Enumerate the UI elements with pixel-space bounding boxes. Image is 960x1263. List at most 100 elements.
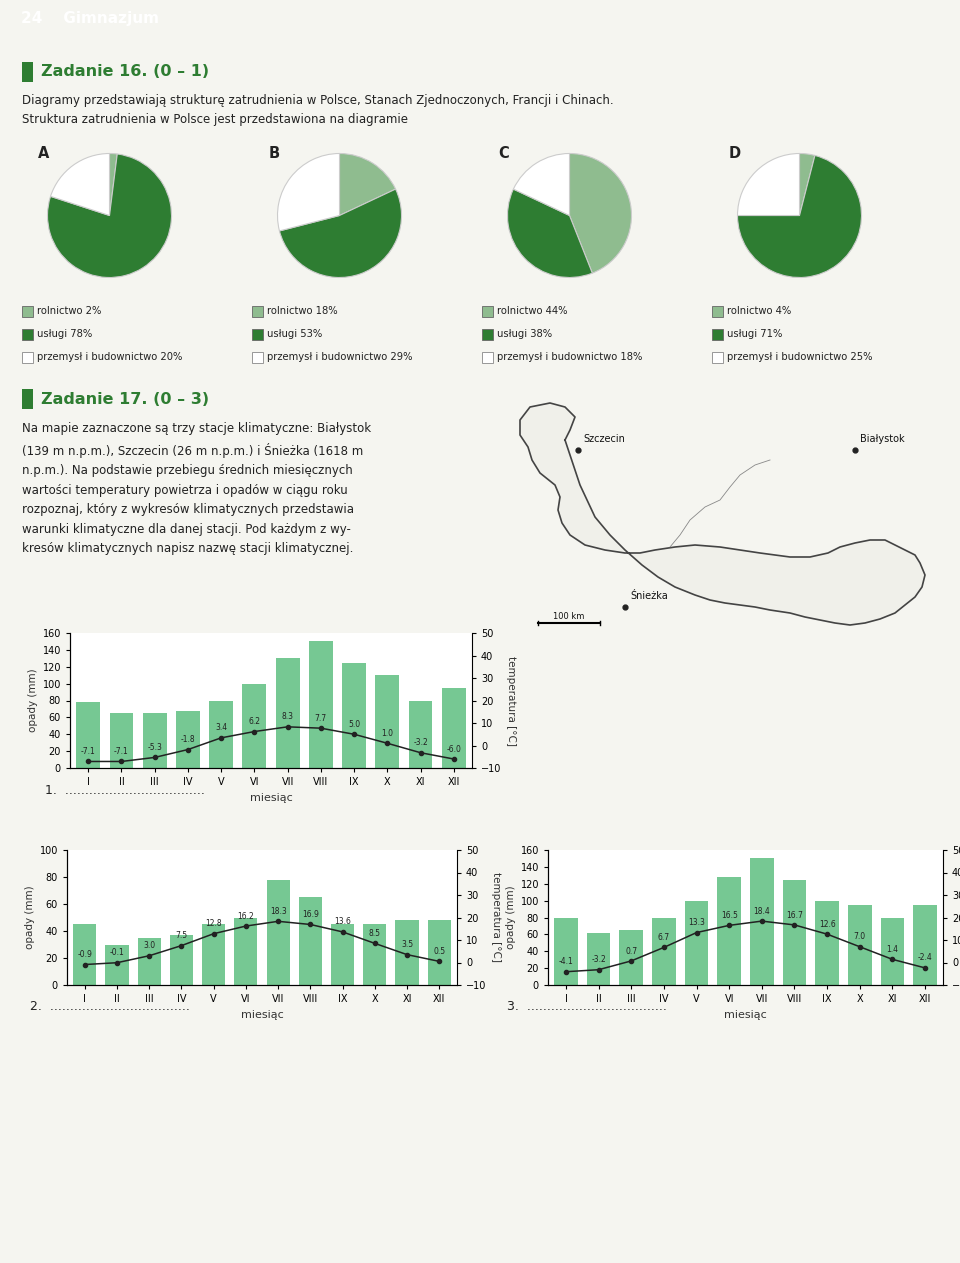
Text: rolnictwo 18%: rolnictwo 18% [267, 306, 338, 316]
Wedge shape [569, 154, 632, 273]
Bar [750, 859, 774, 985]
Text: 1.4: 1.4 [886, 945, 899, 954]
Bar [252, 306, 263, 317]
Text: 7.0: 7.0 [853, 932, 866, 941]
X-axis label: miesiąc: miesiąc [250, 793, 293, 802]
Bar [106, 945, 129, 985]
Text: 13.3: 13.3 [688, 918, 705, 927]
Text: Struktura zatrudnienia w Polsce jest przedstawiona na diagramie: Struktura zatrudnienia w Polsce jest prz… [22, 112, 408, 126]
X-axis label: miesiąc: miesiąc [241, 1009, 283, 1019]
Wedge shape [340, 154, 396, 216]
Text: 3.  ...................................: 3. ................................... [507, 1000, 666, 1013]
Bar [880, 917, 904, 985]
Bar [482, 352, 493, 362]
Bar [482, 328, 493, 340]
Bar [684, 901, 708, 985]
Bar [396, 921, 419, 985]
Text: 3.0: 3.0 [143, 941, 156, 950]
Bar [267, 880, 290, 985]
Bar [243, 683, 266, 768]
Text: 12.6: 12.6 [819, 919, 835, 928]
Y-axis label: opady (mm): opady (mm) [25, 885, 36, 950]
Bar [137, 937, 160, 985]
Text: 100 km: 100 km [553, 613, 585, 621]
Wedge shape [514, 154, 569, 216]
Bar [554, 917, 578, 985]
Text: Śnieżka: Śnieżka [630, 591, 668, 601]
Bar [619, 930, 643, 985]
Text: Szczecin: Szczecin [583, 434, 625, 445]
Wedge shape [279, 189, 401, 278]
Wedge shape [737, 154, 800, 216]
Bar [176, 711, 200, 768]
Bar [913, 904, 937, 985]
Text: -4.1: -4.1 [559, 957, 573, 966]
Text: A: A [38, 147, 50, 162]
Text: 6.7: 6.7 [658, 933, 670, 942]
Wedge shape [737, 155, 861, 278]
Text: Białystok: Białystok [860, 434, 904, 445]
Bar [22, 306, 33, 317]
Text: -0.1: -0.1 [109, 949, 125, 957]
Text: 7.5: 7.5 [176, 931, 187, 940]
Text: Zadanie 17. (0 – 3): Zadanie 17. (0 – 3) [41, 392, 209, 407]
Text: Diagramy przedstawiają strukturę zatrudnienia w Polsce, Stanach Zjednoczonych, F: Diagramy przedstawiają strukturę zatrudn… [22, 93, 613, 107]
Text: -2.4: -2.4 [918, 954, 932, 962]
Bar [815, 901, 839, 985]
Text: -7.1: -7.1 [81, 748, 96, 757]
Text: 6.2: 6.2 [249, 717, 260, 726]
Text: D: D [729, 147, 740, 162]
Text: 16.2: 16.2 [237, 912, 254, 921]
Bar [409, 701, 432, 768]
Text: 12.8: 12.8 [205, 919, 222, 928]
Bar [202, 925, 226, 985]
Bar [22, 328, 33, 340]
Text: usługi 78%: usługi 78% [37, 328, 92, 338]
Text: Na mapie zaznaczone są trzy stacje klimatyczne: Białystok
(139 m n.p.m.), Szczec: Na mapie zaznaczone są trzy stacje klima… [22, 422, 372, 556]
Bar [209, 701, 233, 768]
Bar [22, 352, 33, 362]
Bar [427, 921, 451, 985]
Text: 2.  ...................................: 2. ................................... [31, 1000, 190, 1013]
Bar [309, 642, 333, 768]
Text: 3.4: 3.4 [215, 724, 228, 733]
Text: przemysł i budownictwo 25%: przemysł i budownictwo 25% [727, 352, 873, 362]
Text: 0.5: 0.5 [433, 947, 445, 956]
Bar [712, 352, 723, 362]
Bar [170, 935, 193, 985]
Bar [299, 897, 322, 985]
Bar [276, 658, 300, 768]
Text: 0.7: 0.7 [625, 946, 637, 956]
Text: Zadanie 16. (0 – 1): Zadanie 16. (0 – 1) [41, 64, 209, 80]
Text: rolnictwo 4%: rolnictwo 4% [727, 306, 791, 316]
Bar [717, 877, 741, 985]
Text: usługi 71%: usługi 71% [727, 328, 782, 338]
Bar [143, 714, 167, 768]
Text: rolnictwo 44%: rolnictwo 44% [497, 306, 567, 316]
Text: -6.0: -6.0 [446, 745, 461, 754]
Bar [782, 879, 806, 985]
Bar [442, 688, 466, 768]
Wedge shape [109, 154, 117, 216]
Text: C: C [498, 147, 509, 162]
Bar [252, 352, 263, 362]
Bar [73, 925, 96, 985]
Y-axis label: opady (mm): opady (mm) [28, 668, 38, 733]
Text: przemysł i budownictwo 20%: przemysł i budownictwo 20% [37, 352, 182, 362]
Bar [363, 925, 387, 985]
Bar [76, 702, 100, 768]
Bar [22, 62, 33, 82]
Bar [712, 328, 723, 340]
Text: 13.6: 13.6 [334, 917, 351, 927]
Text: 1.0: 1.0 [381, 729, 394, 738]
Text: -0.9: -0.9 [78, 950, 92, 959]
Text: 1.  ...................................: 1. ................................... [45, 783, 204, 797]
Text: 7.7: 7.7 [315, 714, 327, 722]
Text: -5.3: -5.3 [147, 743, 162, 751]
Bar [848, 904, 872, 985]
Wedge shape [277, 154, 340, 231]
Text: usługi 38%: usługi 38% [497, 328, 552, 338]
Text: 16.5: 16.5 [721, 911, 737, 919]
Bar [252, 328, 263, 340]
Text: 18.3: 18.3 [270, 907, 286, 916]
